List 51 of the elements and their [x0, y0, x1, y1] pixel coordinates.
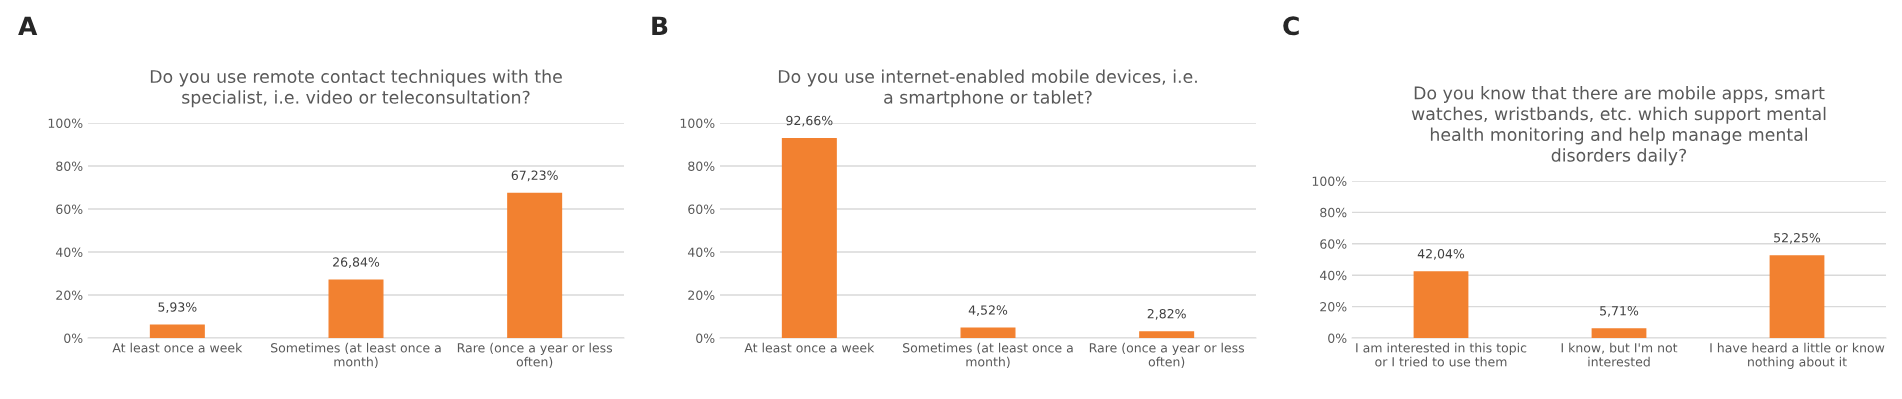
y-tick-label: 40% — [1319, 270, 1347, 281]
text: B — [652, 16, 668, 35]
bar — [781, 138, 837, 338]
bar — [960, 327, 1016, 338]
bar — [328, 279, 384, 338]
x-tick-label: Sometimes (at least once a month) — [903, 342, 1073, 368]
y-tick-label: 100% — [680, 118, 715, 128]
bar — [1413, 271, 1469, 338]
text: A — [18, 16, 38, 35]
bar — [507, 192, 563, 338]
x-tick-label: At least once a week — [744, 342, 875, 353]
data-label: 42,04% — [1417, 249, 1465, 260]
text: C — [1283, 16, 1299, 36]
data-label: 2,82% — [1147, 308, 1186, 320]
x-tick-label: Rare (once a year or less often) — [457, 342, 613, 368]
data-label: 4,52% — [968, 305, 1008, 317]
data-label: 67,23% — [511, 170, 558, 182]
y-tick-label: 20% — [1320, 302, 1347, 312]
x-tick-label: I have heard a little or know nothing about it — [1710, 342, 1885, 369]
y-tick-label: 80% — [688, 161, 715, 171]
y-tick-label: 20% — [56, 290, 83, 300]
y-tick-label: 0% — [1328, 333, 1347, 343]
y-tick-label: 80% — [56, 161, 83, 171]
y-tick-label: 40% — [55, 247, 83, 257]
y-tick-label: 60% — [1320, 239, 1347, 249]
y-tick-label: 60% — [56, 204, 83, 214]
x-tick-label: Rare (once a year or less often) — [1089, 342, 1245, 368]
chart-title: Do you use remote contact techniques with the specialist, i.e. video or teleconsultation? — [150, 69, 562, 108]
data-label: 92,66% — [786, 115, 833, 127]
x-tick-label: I know, but I'm not interested — [1561, 342, 1678, 367]
data-label: 52,25% — [1774, 232, 1821, 244]
x-tick-label: Sometimes (at least once a month) — [271, 342, 441, 368]
data-label: 5,71% — [1600, 306, 1639, 317]
bar — [149, 324, 205, 338]
bar — [1591, 328, 1647, 338]
y-tick-label: 40% — [687, 247, 715, 257]
y-tick-label: 0% — [696, 333, 715, 343]
chart-title: Do you use internet-enabled mobile devices, i.e. a smartphone or tablet? — [778, 69, 1197, 108]
x-tick-label: I am interested in this topic or I tried to use them — [1356, 342, 1527, 367]
y-tick-label: 60% — [688, 204, 715, 214]
chart-title: Do you know that there are mobile apps, smart watches, wristbands, etc. which support mental health monitoring and help manage mental disorders daily? — [1411, 86, 1826, 166]
y-tick-label: 100% — [1312, 176, 1347, 186]
y-tick-label: 0% — [64, 333, 83, 343]
bar — [1139, 331, 1195, 338]
data-label: 5,93% — [158, 302, 197, 313]
y-tick-label: 20% — [688, 290, 715, 300]
data-label: 26,84% — [333, 257, 380, 269]
y-tick-label: 80% — [1320, 207, 1347, 218]
x-tick-label: At least once a week — [112, 342, 243, 353]
bar — [1769, 255, 1825, 338]
y-tick-label: 100% — [48, 118, 83, 128]
